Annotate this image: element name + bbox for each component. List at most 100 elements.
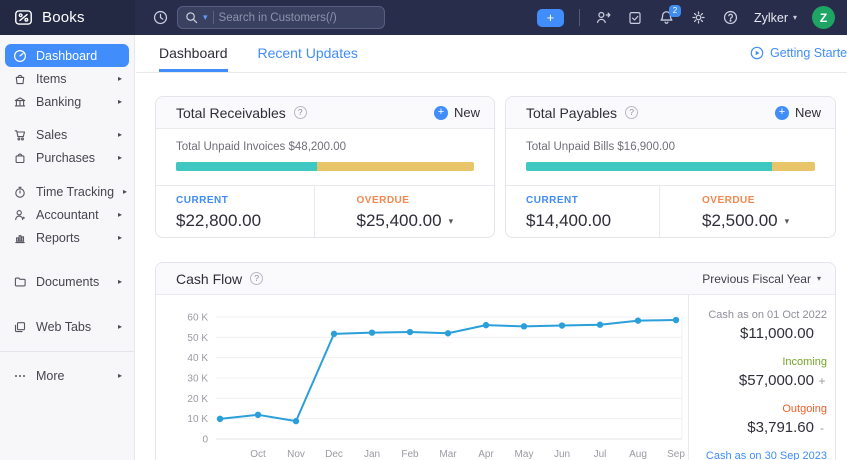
chevron-right-icon: ▸ [118, 130, 122, 139]
sidebar-item-items[interactable]: Items▸ [5, 67, 129, 90]
help-icon[interactable] [722, 9, 739, 26]
search-input[interactable] [219, 12, 377, 24]
sidebar-item-banking[interactable]: Banking ▸ [5, 90, 129, 113]
settings-gear-icon[interactable] [690, 9, 707, 26]
svg-text:60 K: 60 K [187, 313, 208, 324]
chevron-right-icon: ▸ [118, 371, 122, 380]
payables-progress-bar [526, 162, 815, 171]
payables-title: Total Payables [526, 105, 617, 121]
main-area: Dashboard Recent Updates Getting Started… [136, 35, 847, 460]
sidebar-item-web-tabs[interactable]: Web Tabs ▸ [5, 315, 129, 338]
sidebar-item-time-tracking[interactable]: Time Tracking ▸ [5, 180, 129, 203]
chevron-right-icon: ▸ [118, 322, 122, 331]
banking-icon [13, 95, 27, 109]
quick-create-button[interactable]: + [537, 9, 564, 27]
receivables-overdue-value[interactable]: $25,400.00 ▾ [357, 211, 481, 231]
sidebar-item-label: Reports [36, 231, 80, 245]
current-label: CURRENT [176, 195, 300, 206]
svg-text:20 K: 20 K [187, 394, 208, 405]
payables-help-icon[interactable]: ? [625, 106, 638, 119]
sidebar-item-sales[interactable]: Sales ▸ [5, 123, 129, 146]
fiscal-year-selector[interactable]: Previous Fiscal Year ▾ [702, 272, 821, 286]
sidebar-item-label: Items [36, 72, 67, 86]
receivables-header: Total Receivables ? + New [156, 97, 494, 129]
search-scope-chevron-icon[interactable]: ▾ [203, 12, 208, 23]
chevron-right-icon: ▸ [118, 277, 122, 286]
receivables-new-button[interactable]: + New [434, 105, 480, 120]
referral-icon[interactable] [595, 9, 612, 26]
overdue-label: OVERDUE [702, 195, 821, 206]
cashflow-stat-1: Incoming $57,000.00+ [695, 356, 827, 389]
sidebar-item-documents[interactable]: Documents▸ [5, 270, 129, 293]
cashflow-stat-value: $3,791.60- [695, 419, 827, 436]
cash-flow-help-icon[interactable]: ? [250, 272, 263, 285]
getting-started-label: Getting Started [770, 46, 847, 60]
overdue-label: OVERDUE [357, 195, 481, 206]
sidebar-item-label: Web Tabs [36, 320, 91, 334]
svg-text:0: 0 [202, 435, 208, 446]
tab-dashboard[interactable]: Dashboard [159, 35, 228, 72]
sidebar-item-label: Banking [36, 95, 81, 109]
sales-icon [13, 128, 27, 142]
org-selector[interactable]: Zylker ▾ [754, 11, 797, 25]
svg-text:Apr: Apr [478, 449, 494, 460]
payables-current: CURRENT $14,400.00 [506, 186, 659, 237]
cashflow-stat-3: Cash as on 30 Sep 2023$64,208.40= [695, 450, 827, 460]
sidebar-item-dashboard[interactable]: Dashboard [5, 44, 129, 67]
dashboard-icon [13, 49, 27, 63]
sidebar-item-more[interactable]: More▸ [5, 364, 129, 387]
receivables-summary: Total Unpaid Invoices $48,200.00 [176, 141, 474, 153]
cashflow-stat-label: Cash as on 01 Oct 2022 [695, 309, 827, 321]
sidebar-item-reports[interactable]: Reports▸ [5, 226, 129, 249]
chevron-down-icon: ▾ [793, 13, 797, 22]
app-name: Books [42, 9, 85, 26]
sidebar-item-accountant[interactable]: Accountant▸ [5, 203, 129, 226]
books-logo-icon [14, 8, 33, 27]
svg-text:Jul: Jul [594, 449, 607, 460]
sidebar-item-purchases[interactable]: Purchases▸ [5, 146, 129, 169]
topbar: Books ▾ + 2 [0, 0, 847, 35]
sidebar-item-label: Dashboard [36, 49, 97, 63]
documents-icon [13, 275, 27, 289]
svg-text:May: May [515, 449, 534, 460]
svg-text:Nov: Nov [287, 449, 305, 460]
sidebar: DashboardItems▸Banking▸Sales▸Purchases▸T… [0, 35, 135, 460]
getting-started-link[interactable]: Getting Started [750, 46, 847, 60]
sidebar-item-label: Time Tracking [36, 185, 114, 199]
announcements-icon[interactable] [627, 10, 643, 26]
cashflow-stat-label: Incoming [695, 356, 827, 368]
cashflow-stat-label: Cash as on 30 Sep 2023 [695, 450, 827, 460]
payables-overdue-value[interactable]: $2,500.00 ▾ [702, 211, 821, 231]
current-label: CURRENT [526, 195, 645, 206]
time-icon [13, 185, 27, 199]
chevron-right-icon: ▸ [118, 97, 122, 106]
svg-text:Sep: Sep [667, 449, 685, 460]
tab-bar: Dashboard Recent Updates Getting Started [136, 35, 847, 73]
cash-flow-card: Cash Flow ? Previous Fiscal Year ▾ 60 K5… [155, 262, 836, 460]
cashflow-stats: Cash as on 01 Oct 2022$11,000.00Incoming… [688, 295, 835, 460]
svg-text:Mar: Mar [439, 449, 457, 460]
receivables-help-icon[interactable]: ? [294, 106, 307, 119]
svg-text:Jan: Jan [364, 449, 380, 460]
svg-text:Dec: Dec [325, 449, 343, 460]
chevron-down-icon: ▾ [785, 216, 790, 227]
chevron-right-icon: ▸ [118, 153, 122, 162]
chevron-right-icon: ▸ [123, 187, 127, 196]
sidebar-item-label: Sales [36, 128, 67, 142]
receivables-title: Total Receivables [176, 105, 286, 121]
items-icon [13, 72, 27, 86]
receivables-current: CURRENT $22,800.00 [156, 186, 314, 237]
tab-recent-updates[interactable]: Recent Updates [258, 35, 358, 72]
payables-new-button[interactable]: + New [775, 105, 821, 120]
recent-history-icon[interactable] [152, 9, 169, 26]
search-icon [185, 11, 198, 24]
dashboard-content: Total Receivables ? + New Total Unpaid I… [136, 73, 847, 460]
app-logo[interactable]: Books [0, 0, 135, 35]
cashflow-stat-value: $57,000.00+ [695, 372, 827, 389]
cash-flow-title: Cash Flow [176, 271, 242, 287]
payables-summary: Total Unpaid Bills $16,900.00 [526, 141, 815, 153]
purchases-icon [13, 151, 27, 165]
search-box[interactable]: ▾ [177, 6, 385, 29]
user-avatar[interactable]: Z [812, 6, 835, 29]
topbar-separator [579, 9, 580, 26]
